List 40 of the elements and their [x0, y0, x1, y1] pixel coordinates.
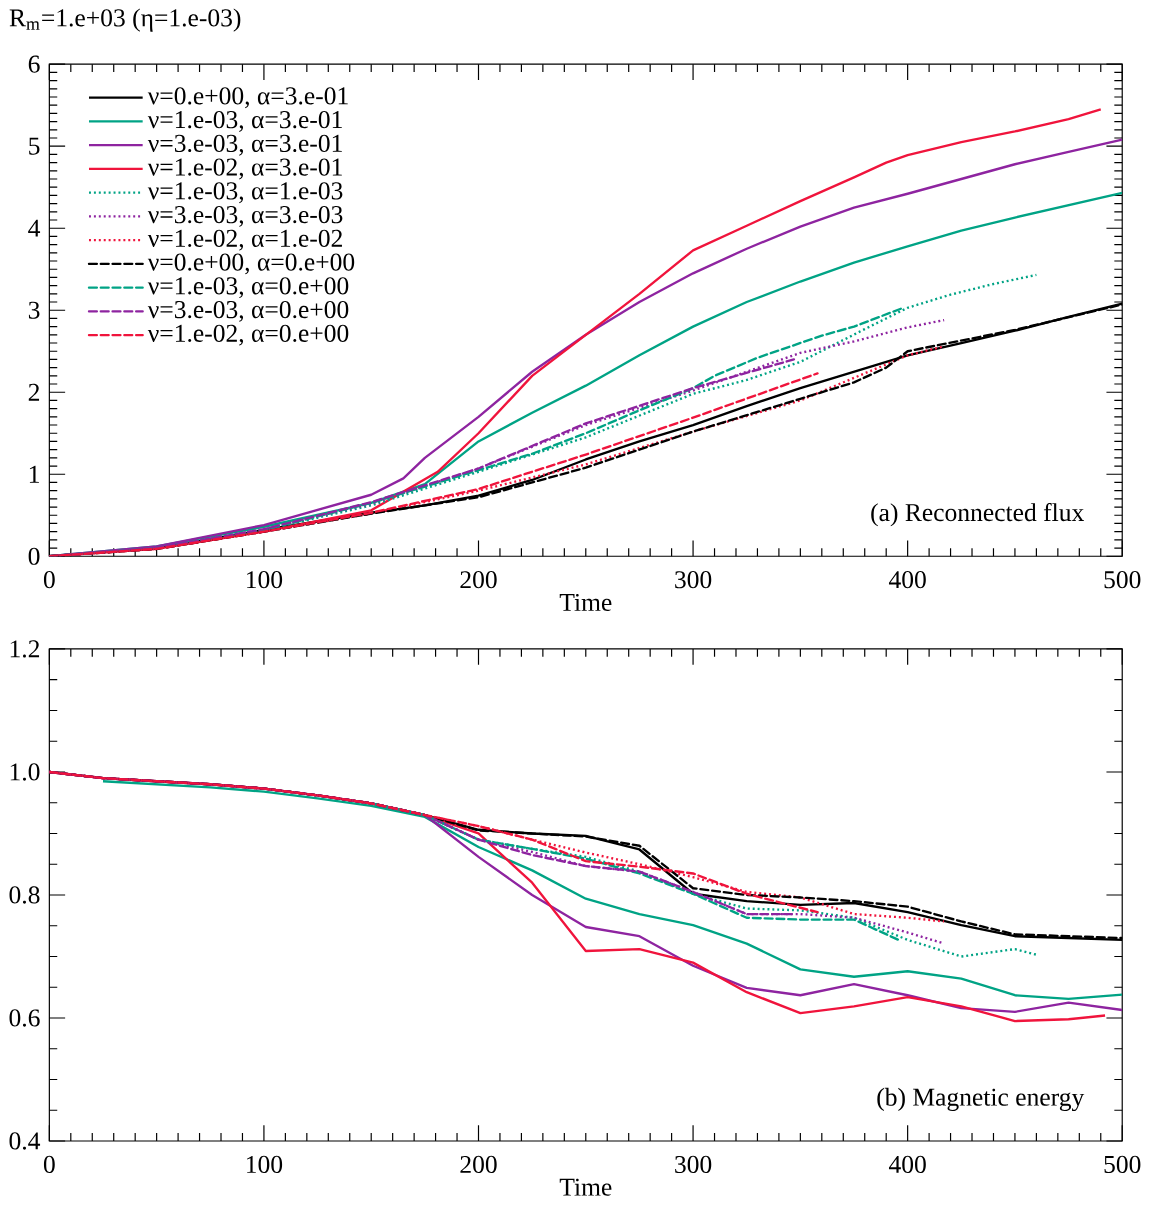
y-tick-label: 5 [29, 137, 40, 155]
y-tick-label: 1 [30, 465, 40, 483]
legend-label: ν=0.e+00, α=0.e+00 [148, 253, 355, 275]
y-tick-label: 0.4 [9, 1132, 41, 1150]
y-tick-label: 1.2 [10, 640, 40, 658]
x-tick-label: 0 [44, 571, 55, 589]
legend-label: ν=1.e-02, α=0.e+00 [148, 324, 349, 346]
x-axis-title: Time [559, 1178, 612, 1196]
x-tick-label: 500 [1104, 1155, 1141, 1174]
x-tick-label: 300 [675, 571, 712, 589]
y-tick-label: 0.8 [9, 886, 40, 904]
annotation: (a) Reconnected flux [871, 502, 1085, 527]
y-tick-label: 0 [28, 547, 40, 565]
legend-label: ν=0.e+00, α=3.e-01 [148, 87, 348, 109]
x-tick-label: 100 [247, 1155, 283, 1174]
x-tick-label: 500 [1104, 571, 1141, 589]
legend-label: ν=1.e-03, α=0.e+00 [148, 277, 349, 299]
x-tick-label: 300 [675, 1155, 712, 1174]
legend-label: ν=1.e-03, α=1.e-03 [148, 182, 343, 204]
legend-label: ν=1.e-03, α=3.e-01 [148, 110, 342, 132]
y-tick-label: 0.6 [9, 1009, 40, 1027]
legend-label: ν=1.e-02, α=3.e-01 [148, 158, 342, 180]
y-tick-label: 4 [28, 219, 41, 237]
chart-title: R$_{m}$=1.e+03 (η=1.e-03) [9, 8, 241, 32]
y-tick-label: 6 [28, 55, 40, 73]
x-tick-label: 200 [460, 571, 497, 589]
x-tick-label: 0 [44, 1155, 55, 1174]
y-tick-label: 1.0 [10, 763, 40, 781]
x-tick-label: 100 [247, 571, 283, 589]
x-tick-label: 400 [889, 1155, 927, 1174]
x-tick-label: 400 [889, 571, 927, 589]
y-tick-label: 3 [29, 301, 40, 319]
y-tick-label: 2 [28, 383, 40, 401]
legend-label: ν=3.e-03, α=0.e+00 [148, 300, 349, 322]
legend-label: ν=1.e-02, α=1.e-02 [148, 229, 343, 251]
legend-label: ν=3.e-03, α=3.e-01 [148, 134, 342, 156]
legend-label: ν=3.e-03, α=3.e-03 [148, 205, 343, 227]
x-axis-title: Time [559, 593, 612, 612]
annotation: (b) Magnetic energy [877, 1087, 1085, 1112]
x-tick-label: 200 [460, 1155, 497, 1174]
